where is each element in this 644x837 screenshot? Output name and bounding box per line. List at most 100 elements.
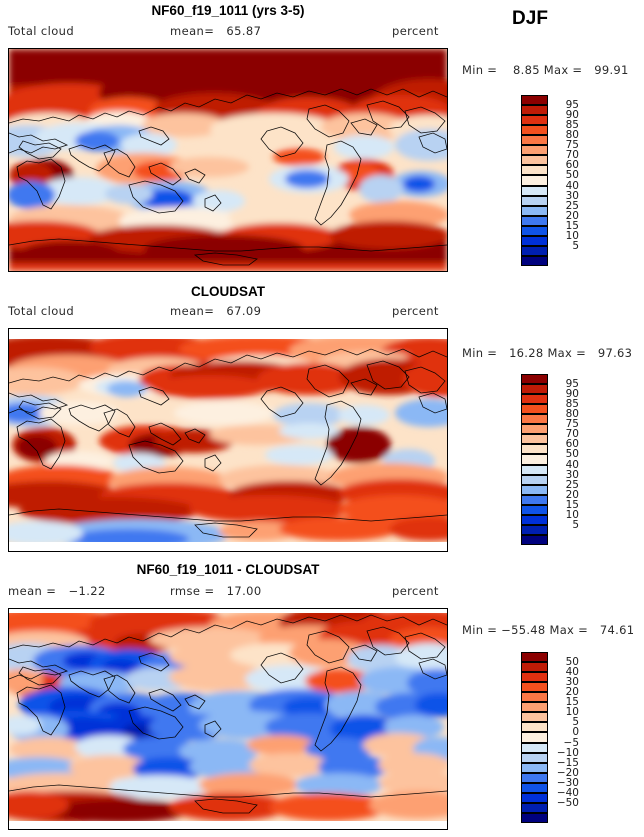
colorbar-band	[521, 225, 548, 236]
colorbar-band	[521, 762, 548, 773]
colorbar-tick-label: 40	[565, 458, 579, 471]
panel-title-model: NF60_f19_1011 (yrs 3-5)	[151, 3, 305, 18]
panel-rmse-difference: rmse = 17.00	[170, 584, 262, 598]
colorbar-band	[521, 185, 548, 196]
colorbar-tick-label: 80	[565, 408, 579, 421]
colorbar-tick-label: 15	[565, 498, 579, 511]
colorbar-band	[521, 474, 548, 485]
colorbar-tick-label: 30	[565, 468, 579, 481]
colorbar-band	[521, 722, 548, 733]
panel-units-difference: percent	[392, 584, 439, 598]
colorbar-tick-label: 5	[572, 518, 579, 531]
colorbar-tick-label: 15	[565, 696, 579, 709]
panel-mean-difference: mean = −1.22	[8, 584, 106, 598]
colorbar-tick-label: −40	[556, 786, 579, 799]
colorbar-band	[521, 732, 548, 743]
colorbar-band	[521, 115, 548, 126]
colorbar-band	[521, 682, 548, 693]
panel-mean-obs: mean= 67.09	[170, 304, 262, 318]
colorbar-band	[521, 394, 548, 405]
colorbar-band	[521, 712, 548, 723]
panel-title-difference: NF60_f19_1011 - CLOUDSAT	[136, 562, 320, 577]
panel-left-label-obs: Total cloud	[8, 304, 75, 318]
colorbar-tick-label: 5	[572, 716, 579, 729]
colorbar-model[interactable]: 95 90 85 80 75 70 60 50 40 30 25 20 15 10 5	[521, 95, 601, 266]
colorbar-band	[521, 444, 548, 455]
panel-units-model: percent	[392, 24, 439, 38]
colorbar-band	[521, 772, 548, 783]
map-obs-svg	[9, 329, 447, 551]
colorbar-band	[521, 255, 548, 266]
colorbar-tick-label: 90	[565, 388, 579, 401]
colorbar-band	[521, 652, 548, 663]
colorbar-tick-label: 25	[565, 478, 579, 491]
colorbar-tick-label: 80	[565, 129, 579, 142]
colorbar-tick-label: −30	[556, 776, 579, 789]
colorbar-band	[521, 494, 548, 505]
colorbar-tick-label: 30	[565, 189, 579, 202]
colorbar-difference[interactable]: 50 40 30 20 15 10 5 0 −5 −10 −15 −20 −30 −40 −50	[521, 652, 601, 823]
colorbar-tick-label: 10	[565, 706, 579, 719]
map-obs[interactable]	[8, 328, 448, 552]
colorbar-tick-label: −50	[556, 796, 579, 809]
colorbar-tick-label: −20	[556, 766, 579, 779]
colorbar-tick-label: −10	[556, 746, 579, 759]
colorbar-band	[521, 692, 548, 703]
colorbar-band	[521, 424, 548, 435]
colorbar-band	[521, 802, 548, 813]
colorbar-tick-label: 15	[565, 219, 579, 232]
map-model-svg	[9, 49, 447, 271]
colorbar-tick-label: 0	[572, 726, 579, 739]
colorbar-tick-label: 50	[565, 169, 579, 182]
colorbar-tick-label: −15	[556, 756, 579, 769]
colorbar-band	[521, 484, 548, 495]
colorbar-tick-label: 20	[565, 488, 579, 501]
colorbar-band	[521, 404, 548, 415]
colorbar-tick-label: 50	[565, 448, 579, 461]
colorbar-band	[521, 135, 548, 146]
colorbar-band	[521, 534, 548, 545]
map-model[interactable]	[8, 48, 448, 272]
colorbar-tick-label: 25	[565, 199, 579, 212]
minmax-obs: Min = 16.28 Max = 97.63	[462, 346, 633, 360]
colorbar-swatches-obs	[521, 374, 548, 545]
colorbar-band	[521, 742, 548, 753]
colorbar-tick-label: 20	[565, 209, 579, 222]
colorbar-band	[521, 752, 548, 763]
colorbar-band	[521, 195, 548, 206]
colorbar-band	[521, 95, 548, 106]
colorbar-band	[521, 105, 548, 116]
colorbar-band	[521, 215, 548, 226]
colorbar-swatches-model	[521, 95, 548, 266]
colorbar-band	[521, 792, 548, 803]
colorbar-tick-label: 70	[565, 428, 579, 441]
minmax-model: Min = 8.85 Max = 99.91	[462, 63, 629, 77]
colorbar-tick-label: 75	[565, 418, 579, 431]
colorbar-band	[521, 524, 548, 535]
colorbar-tick-label: 60	[565, 438, 579, 451]
colorbar-tick-label: 30	[565, 676, 579, 689]
colorbar-band	[521, 504, 548, 515]
map-difference[interactable]	[8, 608, 448, 830]
colorbar-tick-label: 85	[565, 119, 579, 132]
colorbar-band	[521, 145, 548, 156]
season-label: DJF	[512, 8, 548, 29]
colorbar-tick-label: 70	[565, 149, 579, 162]
colorbar-tick-label: 95	[565, 99, 579, 112]
colorbar-band	[521, 414, 548, 425]
colorbar-band	[521, 235, 548, 246]
panel-mean-model: mean= 65.87	[170, 24, 262, 38]
colorbar-band	[521, 782, 548, 793]
colorbar-tick-label: 90	[565, 109, 579, 122]
colorbar-band	[521, 812, 548, 823]
colorbar-obs[interactable]: 95 90 85 80 75 70 60 50 40 30 25 20 15 10 5	[521, 374, 601, 545]
panel-title-obs: CLOUDSAT	[191, 284, 265, 299]
colorbar-tick-label: −5	[563, 736, 579, 749]
colorbar-swatches-difference	[521, 652, 548, 823]
colorbar-tick-label: 40	[565, 179, 579, 192]
colorbar-tick-label: 95	[565, 378, 579, 391]
colorbar-tick-label: 75	[565, 139, 579, 152]
colorbar-tick-label: 50	[565, 656, 579, 669]
colorbar-band	[521, 662, 548, 673]
